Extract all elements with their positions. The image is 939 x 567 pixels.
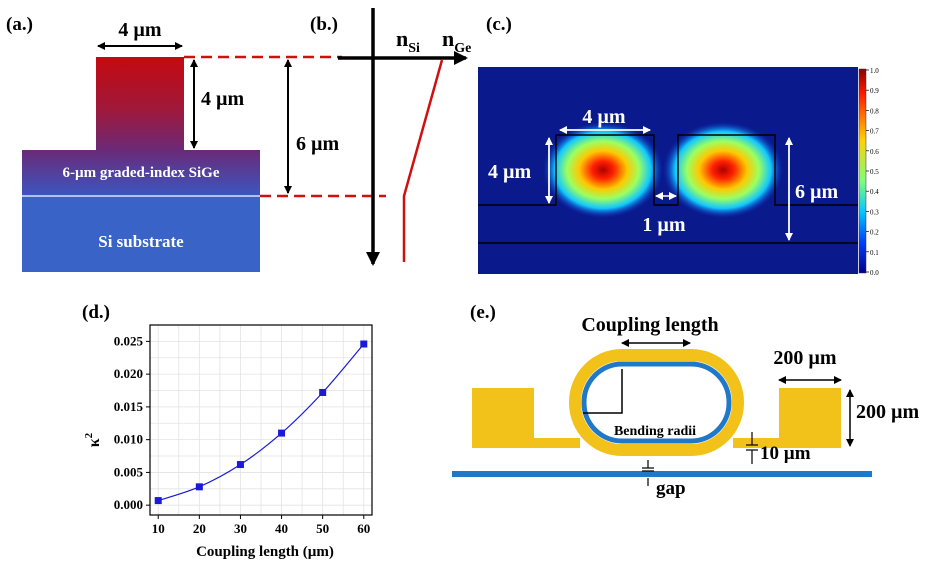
coupling-chart: 10 20 30 40 50 60 0.000 0.005 0.010 0.015 0.020 0.0… xyxy=(114,324,373,536)
waveguide-outline xyxy=(478,134,858,206)
colorbar-ticks: 1.0 0.9 0.8 0.7 0.6 0.5 0.4 0.3 0.2 0.1 0.0 xyxy=(866,67,879,277)
sige-ridge xyxy=(96,57,184,151)
graded-layer-label: 6-µm graded-index SiGe xyxy=(63,165,220,181)
c-total-dim: 6 µm xyxy=(795,181,839,203)
n-si-label: nSi xyxy=(396,26,420,56)
panel-a: (a.) 4 µm 4 µm 6-µm graded-index SiGe Si… xyxy=(6,14,386,272)
graded-sige-layer xyxy=(22,150,260,196)
substrate-label: Si substrate xyxy=(98,232,184,251)
data-point xyxy=(195,483,203,491)
panel-c: (c.) 4 µm 4 µm 1 µm 6 µm 1.0 0.9 0.8 0.7 0.6… xyxy=(478,14,879,277)
coupling-length-label: Coupling length xyxy=(581,314,718,336)
c-width-dim: 4 µm xyxy=(582,106,626,128)
colorbar-tick-label: 0.6 xyxy=(870,148,879,156)
y-tick-label: 0.020 xyxy=(114,366,143,381)
chart-x-label: Coupling length (µm) xyxy=(196,544,334,560)
x-tick-label: 30 xyxy=(234,521,247,536)
data-point xyxy=(236,461,244,469)
x-tick-label: 20 xyxy=(193,521,206,536)
si-substrate xyxy=(22,196,260,272)
c-gap-dim: 1 µm xyxy=(642,214,686,236)
lead-right xyxy=(733,438,793,448)
panel-a-label: (a.) xyxy=(6,14,33,35)
x-tick-label: 50 xyxy=(316,521,329,536)
c-height-dim: 4 µm xyxy=(488,161,532,183)
index-profile xyxy=(402,59,444,262)
pad-width-label: 200 µm xyxy=(773,347,837,369)
panel-e: (e.) Coupling length Bending radii 200 µ… xyxy=(452,302,920,499)
panel-d-label: (d.) xyxy=(82,302,110,323)
y-tick-label: 0.005 xyxy=(114,464,144,479)
data-point xyxy=(319,388,327,396)
panel-c-label: (c.) xyxy=(486,14,512,35)
x-tick-label: 60 xyxy=(357,521,370,536)
series-line xyxy=(158,343,365,502)
data-point xyxy=(278,429,286,437)
panel-b-label: (b.) xyxy=(310,14,338,35)
x-tick-label: 10 xyxy=(152,521,165,536)
mode-profile-left xyxy=(543,122,663,218)
colorbar-tick-label: 0.9 xyxy=(870,87,879,95)
ridge-height-dim: 4 µm xyxy=(201,88,245,110)
y-tick-label: 0.010 xyxy=(114,432,143,447)
y-tick-label: 0.000 xyxy=(114,497,143,512)
gap-label: gap xyxy=(656,478,686,499)
pad-height-label: 200 µm xyxy=(856,401,920,423)
colorbar-tick-label: 0.2 xyxy=(870,229,879,237)
colorbar-tick-label: 0.7 xyxy=(870,128,879,136)
chart-y-label: κ2 xyxy=(83,432,103,447)
colorbar-tick-label: 0.4 xyxy=(870,188,879,196)
lead-left xyxy=(520,438,580,448)
n-ge-label: nGe xyxy=(442,26,471,56)
panel-b: (b.) nSi nGe xyxy=(310,8,471,266)
x-tick-label: 40 xyxy=(275,521,288,536)
colorbar-tick-label: 1.0 xyxy=(870,67,879,75)
data-point xyxy=(360,340,368,348)
ridge-width-dim: 4 µm xyxy=(118,19,162,41)
colorbar-tick-label: 0.0 xyxy=(870,269,879,277)
panel-d: (d.) 10 20 30 40 50 60 0.000 0.005 0.010 0.015 0.0… xyxy=(82,302,373,560)
colorbar-tick-label: 0.5 xyxy=(870,168,879,176)
panel-e-label: (e.) xyxy=(470,302,496,323)
radius-indicator xyxy=(583,369,623,414)
colorbar-tick-label: 0.1 xyxy=(870,249,879,257)
colorbar-tick-label: 0.3 xyxy=(870,208,879,216)
total-height-dim: 6 µm xyxy=(296,133,340,155)
y-tick-label: 0.015 xyxy=(114,399,144,414)
ring-resonator xyxy=(581,361,732,444)
heater-ring-inner xyxy=(581,361,732,444)
chart-frame xyxy=(149,324,373,516)
width-10-label: 10 µm xyxy=(760,443,811,464)
mode-profile-right xyxy=(663,122,783,218)
bending-radii-label: Bending radii xyxy=(614,424,696,439)
colorbar-tick-label: 0.8 xyxy=(870,107,879,115)
y-tick-label: 0.025 xyxy=(114,333,144,348)
data-point xyxy=(154,497,162,505)
colorbar xyxy=(858,68,867,274)
